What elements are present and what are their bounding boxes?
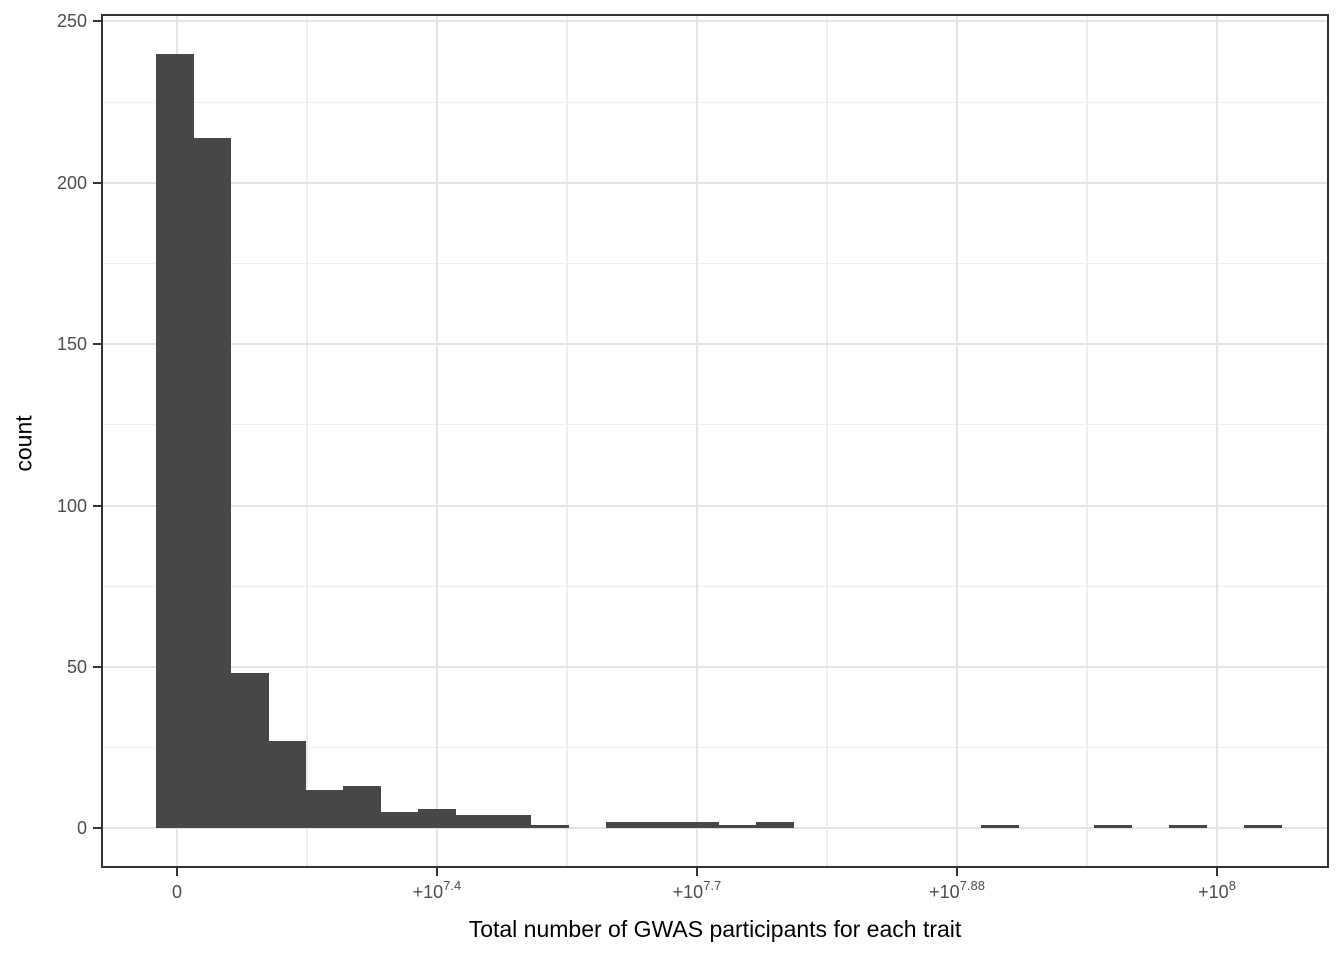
y-tick-mark: [93, 504, 101, 507]
gridline-y-major: [102, 665, 1328, 668]
histogram-bar: [343, 786, 382, 829]
gridline-y-minor: [102, 746, 1328, 749]
x-axis-title: Total number of GWAS participants for ea…: [468, 916, 962, 942]
x-tick-superscript: 8: [1228, 878, 1236, 893]
histogram-bar: [193, 137, 232, 829]
x-tick-mark: [1216, 868, 1219, 876]
histogram-bar: [305, 789, 344, 829]
x-tick-superscript: 7.88: [959, 878, 985, 893]
histogram-bar: [680, 821, 719, 829]
gridline-x-major: [435, 15, 438, 867]
x-tick-label-base: +10: [1198, 882, 1229, 902]
y-tick-mark: [93, 181, 101, 184]
gridline-y-minor: [102, 424, 1328, 426]
histogram-bar: [981, 825, 1020, 829]
gridline-x-major: [956, 15, 958, 867]
histogram-bar: [268, 741, 307, 829]
gridline-x-major: [1216, 15, 1219, 867]
y-tick-label: 200: [56, 172, 87, 193]
x-tick-mark: [956, 868, 958, 876]
histogram-bar: [1243, 825, 1282, 829]
y-axis-title: count: [10, 415, 37, 472]
histogram-bar: [755, 821, 794, 829]
x-tick-label-base: 0: [172, 882, 183, 902]
y-tick-label: 150: [56, 334, 87, 355]
gridline-y-major: [102, 827, 1328, 830]
histogram-bar: [605, 821, 644, 829]
gridline-x-minor: [826, 15, 828, 867]
y-tick-mark: [93, 827, 101, 830]
histogram-bar: [380, 812, 419, 829]
gridline-y-minor: [102, 262, 1328, 265]
gridline-y-minor: [102, 101, 1328, 103]
gridline-x-major: [695, 15, 698, 867]
x-tick-superscript: 7.4: [443, 878, 462, 893]
gridline-y-minor: [102, 585, 1328, 587]
plot-panel-border: [101, 14, 1329, 868]
x-tick-label: +107.7: [672, 878, 722, 903]
histogram-bar: [155, 53, 194, 829]
x-tick-label: +107.88: [929, 878, 985, 903]
x-tick-label-base: +10: [929, 882, 960, 902]
gridline-x-minor: [306, 15, 308, 867]
y-tick-mark: [93, 665, 101, 668]
gridline-y-major: [102, 504, 1328, 507]
histogram-bar: [718, 825, 757, 829]
x-tick-label-base: +10: [412, 882, 444, 902]
y-tick-label: 50: [66, 656, 87, 677]
gridline-x-minor: [566, 15, 568, 867]
histogram-bar: [530, 825, 569, 829]
histogram-bar: [230, 673, 269, 829]
x-tick-mark: [176, 868, 179, 876]
y-tick-label: 250: [56, 11, 87, 32]
x-tick-label: 0: [172, 882, 182, 903]
gridline-y-major: [102, 181, 1328, 184]
histogram-bar: [418, 808, 457, 829]
x-tick-mark: [695, 868, 698, 876]
x-tick-label-base: +10: [672, 882, 704, 902]
x-tick-label: +107.4: [412, 878, 462, 903]
gridline-x-minor: [1086, 15, 1088, 867]
y-tick-mark: [93, 20, 101, 23]
x-tick-mark: [435, 868, 438, 876]
histogram-bar: [1093, 825, 1132, 829]
histogram-bar: [455, 815, 494, 829]
y-tick-mark: [93, 343, 101, 346]
gridline-y-major: [102, 343, 1328, 346]
x-tick-label: +108: [1198, 878, 1236, 903]
histogram-bar: [493, 815, 532, 829]
histogram-bar: [643, 821, 682, 829]
y-tick-label: 0: [76, 818, 87, 839]
gridline-y-major: [102, 20, 1328, 23]
y-tick-label: 100: [56, 495, 87, 516]
histogram-bar: [1168, 825, 1207, 829]
x-tick-superscript: 7.7: [703, 878, 722, 893]
